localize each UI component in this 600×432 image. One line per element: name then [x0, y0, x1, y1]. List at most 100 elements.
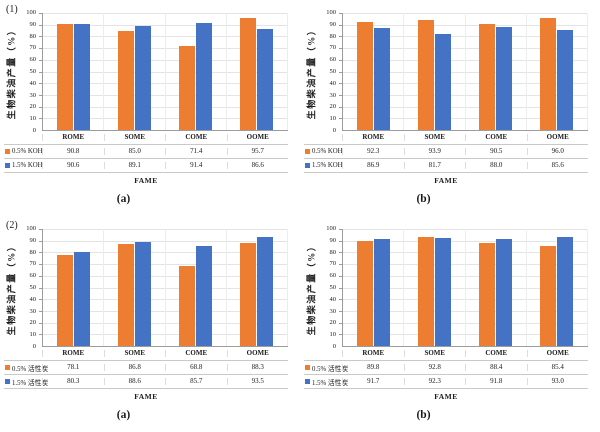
legend-swatch-icon — [305, 365, 310, 370]
gridline — [43, 229, 288, 230]
y-axis-tick-label: 90 — [29, 20, 37, 28]
y-axis-tick-label: 50 — [29, 67, 37, 75]
gridline — [43, 59, 288, 61]
axis-tick — [339, 71, 343, 73]
bar — [179, 265, 196, 346]
legend-cell: 0.5% KOH — [4, 148, 43, 155]
category-header-cell: COME — [465, 134, 527, 141]
legend-label: 1.5% KOH — [312, 162, 343, 169]
axis-tick — [39, 310, 43, 312]
gridline — [43, 24, 288, 26]
plot-row: 生物柴油产量（%） 100 90 80 70 60 50 40 30 20 10 0 — [4, 9, 288, 133]
panel-caption: (b) — [416, 193, 431, 205]
bar — [417, 237, 434, 346]
value-cell: 91.7 — [342, 378, 404, 385]
bar — [56, 23, 73, 130]
value-cell: 85.0 — [103, 148, 166, 155]
table-header-row: ROME SOME COME OOME — [4, 131, 288, 145]
chart-panel-1b: 生物柴油产量（%） 100 90 80 70 60 50 40 30 20 10 0 ROME SOME C… — [300, 0, 600, 216]
bar — [417, 20, 434, 130]
chart: 生物柴油产量（%） 100 90 80 70 60 50 40 30 20 10 0 ROME SOME C… — [4, 8, 288, 185]
legend-label: 1.5% 活性炭 — [312, 379, 349, 387]
chart: 生物柴油产量（%） 100 90 80 70 60 50 40 30 20 10 0 ROME SOME C… — [304, 224, 588, 401]
bar-group — [104, 13, 164, 130]
category-cell — [466, 229, 527, 346]
axis-tick — [39, 83, 43, 85]
bar-group — [466, 13, 526, 130]
axis-tick — [339, 94, 343, 96]
bar — [540, 17, 557, 130]
legend-label: 1.5% 活性炭 — [12, 379, 49, 387]
table-series-row: 1.5% 活性炭 80.3 88.6 85.7 93.5 — [4, 375, 288, 389]
category-cells — [43, 229, 288, 346]
x-axis-title: FAME — [434, 392, 458, 401]
table-header-row: ROME SOME COME OOME — [304, 347, 588, 361]
gridline — [43, 36, 288, 38]
bar — [496, 27, 513, 130]
value-cell: 92.3 — [403, 378, 466, 385]
y-axis-tick-label: 10 — [29, 114, 37, 122]
category-header-cell: OOME — [226, 350, 289, 357]
bar — [479, 24, 496, 130]
y-axis: 100 90 80 70 60 50 40 30 20 10 0 — [318, 225, 342, 349]
gridline — [343, 118, 588, 120]
legend-label: 0.5% KOH — [12, 148, 43, 155]
y-axis-tick-label: 20 — [329, 319, 337, 327]
y-axis-title: 生物柴油产量（%） — [306, 24, 317, 120]
legend-swatch-icon — [5, 379, 10, 384]
plot-area — [39, 13, 288, 131]
y-axis-tick-label: 10 — [29, 330, 37, 338]
legend-swatch-icon — [5, 163, 10, 168]
axis-tick — [339, 48, 343, 50]
bar — [240, 242, 257, 346]
axis-tick — [39, 287, 43, 289]
legend-cell: 1.5% 活性炭 — [304, 377, 348, 387]
chart-panel-2a: (2) 生物柴油产量（%） 100 90 80 70 60 50 40 30 20 10 0 ROME SO… — [0, 216, 300, 432]
value-cell: 80.3 — [42, 378, 104, 385]
bar — [356, 240, 373, 346]
axis-tick — [39, 240, 43, 242]
plot-area — [339, 229, 588, 347]
y-axis-title: 生物柴油产量（%） — [6, 24, 17, 120]
data-table: ROME SOME COME OOME 0.5% 活性炭 78.1 86.8 68.8 88.3… — [4, 347, 288, 389]
panel-caption: (b) — [416, 409, 431, 421]
axis-tick — [339, 299, 343, 301]
plot-row: 生物柴油产量（%） 100 90 80 70 60 50 40 30 20 10 0 — [4, 225, 288, 349]
category-header-cell: OOME — [226, 134, 289, 141]
legend-cell: 1.5% KOH — [4, 162, 43, 169]
bar — [117, 244, 134, 346]
value-cell: 71.4 — [165, 148, 227, 155]
value-cell: 96.0 — [526, 148, 589, 155]
gridline — [343, 94, 588, 96]
y-axis-tick-label: 70 — [329, 260, 337, 268]
table-series-row: 0.5% 活性炭 89.8 92.8 88.4 85.4 — [304, 361, 588, 375]
value-cell: 91.4 — [165, 162, 227, 169]
bar-group — [404, 13, 464, 130]
gridline — [43, 322, 288, 324]
y-axis-title-col: 生物柴油产量（%） — [4, 229, 18, 347]
category-header-cell: OOME — [526, 350, 589, 357]
gridline — [343, 264, 588, 266]
gridline — [43, 275, 288, 277]
legend-label: 1.5% KOH — [12, 162, 43, 169]
value-cell: 68.8 — [165, 364, 227, 371]
legend-swatch-icon — [5, 365, 10, 370]
y-axis-tick-label: 0 — [32, 126, 36, 134]
y-axis-tick-label: 70 — [29, 44, 37, 52]
y-axis-tick-label: 90 — [329, 236, 337, 244]
y-axis-tick-label: 80 — [29, 248, 37, 256]
y-axis-tick-label: 40 — [29, 295, 37, 303]
value-cell: 91.8 — [465, 378, 527, 385]
category-header-cell: ROME — [342, 350, 404, 357]
y-axis-tick-label: 50 — [29, 283, 37, 291]
table-series-row: 0.5% KOH 92.3 93.9 90.5 96.0 — [304, 145, 588, 159]
gridline — [343, 24, 588, 26]
legend-swatch-icon — [305, 379, 310, 384]
legend-cell: 0.5% 活性炭 — [4, 363, 48, 373]
y-axis-tick-label: 50 — [329, 67, 337, 75]
category-header-cell: COME — [165, 350, 227, 357]
bar — [117, 30, 134, 130]
bar — [373, 238, 390, 346]
bar-group — [104, 229, 164, 346]
